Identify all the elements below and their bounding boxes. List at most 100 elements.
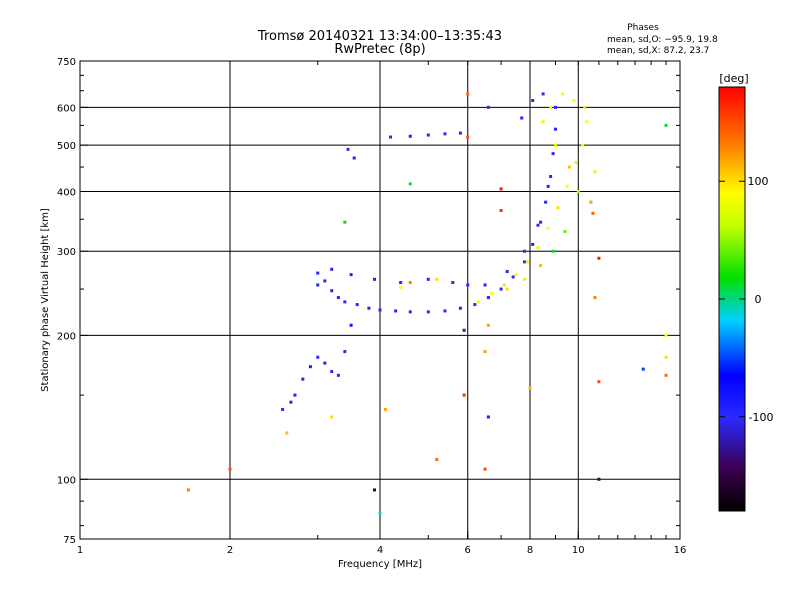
data-point [367, 306, 371, 310]
colorbar-tick-label: 100 [748, 175, 769, 188]
data-point [466, 135, 470, 139]
y-tick-label: 300 [57, 247, 76, 258]
data-point [593, 296, 597, 300]
data-point [565, 184, 569, 188]
data-point [293, 393, 297, 397]
data-point [373, 488, 377, 492]
data-point [539, 264, 543, 268]
data-point [352, 156, 356, 160]
data-point [520, 116, 524, 120]
data-point [567, 165, 571, 169]
data-point [228, 467, 232, 471]
data-point [408, 134, 412, 138]
chart-subtitle: RwPretec (8p) [334, 42, 425, 57]
data-point [664, 355, 668, 359]
data-point [289, 400, 293, 404]
colorbar: [deg] 100 0 -100 [718, 72, 773, 512]
data-point [551, 152, 555, 156]
data-point [574, 160, 578, 164]
data-point [330, 289, 334, 293]
data-point [505, 270, 509, 274]
data-point [502, 283, 506, 287]
data-point [336, 373, 340, 377]
data-point [323, 361, 327, 365]
data-point [394, 309, 398, 313]
data-point [483, 283, 487, 287]
data-point [597, 477, 601, 481]
chart-title: Tromsø 20140321 13:34:00–13:35:43 [257, 29, 502, 44]
data-point [549, 174, 553, 178]
data-point [330, 415, 334, 419]
data-point [426, 133, 430, 137]
data-point [349, 323, 353, 327]
colorbar-tick-label: -100 [749, 411, 774, 424]
data-point [664, 123, 668, 127]
data-point [585, 120, 589, 124]
data-point [330, 370, 334, 374]
data-point [462, 328, 466, 332]
data-point [523, 277, 527, 281]
data-point [355, 303, 359, 307]
data-point [486, 105, 490, 109]
y-tick-label: 75 [63, 535, 76, 546]
data-point [349, 273, 353, 277]
data-point [546, 226, 550, 230]
data-point [343, 300, 347, 304]
y-tick-label: 100 [57, 475, 76, 486]
data-point [572, 99, 576, 103]
data-point [523, 249, 527, 253]
data-point [541, 92, 545, 96]
data-point [343, 350, 347, 354]
data-point [301, 377, 305, 381]
data-point [553, 127, 557, 131]
data-point [541, 120, 545, 124]
data-point [511, 275, 515, 279]
x-tick-label: 1 [77, 545, 83, 556]
x-tick-label: 8 [527, 545, 533, 556]
data-point [499, 209, 503, 213]
data-point [458, 306, 462, 310]
data-point [476, 300, 480, 304]
x-tick-label: 2 [227, 545, 233, 556]
data-point [186, 488, 190, 492]
data-point [308, 365, 312, 369]
plot-area: 1 2 4 6 8 10 16 75 100 200 300 400 500 600 750 [57, 57, 686, 556]
data-point [383, 407, 387, 411]
y-tick-label: 400 [57, 187, 76, 198]
title-group: Tromsø 20140321 13:34:00–13:35:43 RwPret… [257, 29, 502, 57]
data-point [373, 277, 377, 281]
x-tick-label: 10 [572, 545, 585, 556]
data-point [591, 211, 595, 215]
data-point [583, 105, 587, 109]
x-tick-label: 16 [674, 545, 687, 556]
data-point [589, 200, 593, 204]
data-point [285, 431, 289, 435]
data-point [435, 457, 439, 461]
data-point [466, 283, 470, 287]
data-point [389, 135, 393, 139]
data-point [486, 415, 490, 419]
data-point [531, 99, 535, 103]
data-point [378, 308, 382, 312]
data-point [664, 373, 668, 377]
y-tick-label: 500 [57, 141, 76, 152]
annotation-heading: Phases [627, 23, 659, 33]
data-point [581, 143, 585, 147]
data-point [486, 296, 490, 300]
data-point [641, 367, 645, 371]
data-point [336, 296, 340, 300]
data-point [561, 92, 565, 96]
data-point [443, 309, 447, 313]
y-tick-label: 750 [57, 57, 76, 68]
data-point [549, 105, 553, 109]
data-point [525, 260, 529, 264]
data-point [399, 281, 403, 285]
data-points [186, 92, 668, 515]
data-point [426, 277, 430, 281]
colorbar-ticks: 100 0 -100 [719, 175, 773, 424]
data-point [531, 242, 535, 246]
data-point [597, 380, 601, 384]
data-point [343, 220, 347, 224]
data-point [593, 170, 597, 174]
